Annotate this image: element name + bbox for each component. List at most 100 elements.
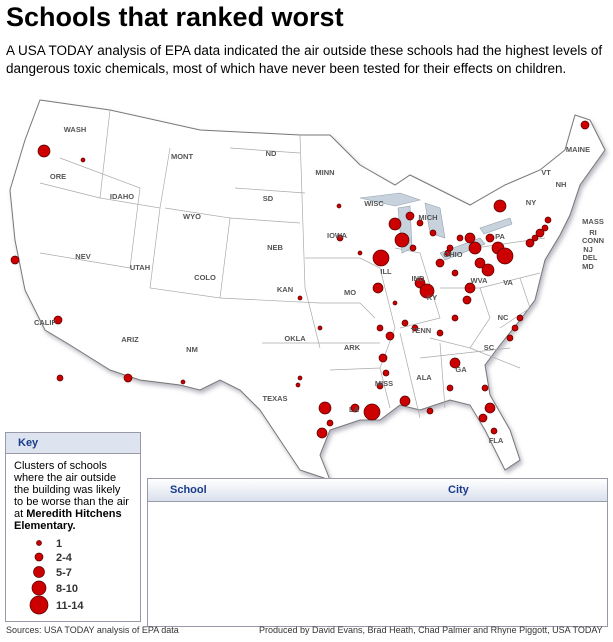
cluster-dot (485, 233, 495, 243)
cluster-dot (385, 331, 395, 341)
cluster-dot (511, 324, 519, 332)
state-label: RI (589, 228, 597, 237)
cluster-dot (336, 203, 342, 209)
column-header[interactable]: School (170, 484, 207, 496)
source: Sources: USA TODAY analysis of EPA data (6, 625, 179, 635)
cluster-dot (456, 234, 464, 242)
cluster-dot (444, 249, 452, 257)
cluster-dot (401, 319, 409, 327)
state-label: SD (263, 194, 274, 203)
key-description: Clusters of schools where the air outsid… (6, 454, 140, 538)
cluster-dot (297, 295, 303, 301)
cluster-dot (525, 238, 535, 248)
cluster-dot (464, 282, 476, 294)
cluster-dot (544, 216, 552, 224)
cluster-dot (535, 228, 545, 238)
cluster-dot (468, 241, 482, 255)
state-label: MONT (171, 152, 193, 161)
cluster-dot (318, 401, 332, 415)
cluster-dot (297, 375, 303, 381)
us-map: WASH ORE IDAHO MONT WYO NEV UTAH COLO CALIF ARIZ N… (9, 99, 606, 478)
state-label: MASS (582, 217, 604, 226)
state-label: TENN (411, 326, 431, 335)
cluster-dot (10, 255, 20, 265)
state-label: IDAHO (110, 192, 134, 201)
state-label: NJ (583, 245, 593, 254)
state-label: WVA (471, 276, 489, 285)
state-label: CONN (582, 236, 604, 245)
state-label: KY (427, 293, 437, 302)
state-label: MD (582, 262, 594, 271)
cluster-dot (496, 247, 514, 265)
cluster-dot (474, 257, 486, 269)
cluster-dot (451, 269, 459, 277)
cluster-dot (394, 232, 410, 248)
state-label: MAINE (566, 145, 590, 154)
state-label: ILL (380, 267, 392, 276)
state-label: CALIF (34, 318, 56, 327)
cluster-dot (378, 353, 388, 363)
credit: Produced by David Evans, Brad Heath, Cha… (259, 625, 603, 635)
cluster-dot (336, 234, 344, 242)
cluster-dot (481, 263, 495, 277)
table-header: School City (148, 479, 607, 502)
state-label: ARIZ (121, 335, 139, 344)
cluster-dot (580, 120, 590, 130)
title: Schools that ranked worst (6, 2, 344, 32)
state-label: ND (266, 149, 277, 158)
key: Key Clusters of schools where the air ou… (5, 432, 141, 622)
state-label: IOWA (327, 231, 348, 240)
state-label: SC (484, 343, 495, 352)
state-label: WYO (183, 212, 201, 221)
key-dot (31, 580, 47, 596)
state-label: PA (495, 232, 505, 241)
cluster-dot (372, 249, 390, 267)
cluster-dot (409, 244, 417, 252)
subtitle: A USA TODAY analysis of EPA data indicat… (6, 43, 603, 76)
cluster-dot (490, 427, 498, 435)
cluster-dot (426, 407, 434, 415)
cluster-dot (376, 382, 384, 390)
cluster-dot (382, 369, 390, 377)
cluster-dot (80, 157, 86, 163)
key-size-label: 8-10 (56, 583, 78, 595)
cluster-dot (388, 217, 402, 231)
cluster-dot (180, 379, 186, 385)
state-label: WISC (364, 199, 384, 208)
cluster-dot (516, 314, 524, 322)
cluster-dot (411, 324, 419, 332)
cluster-dot (506, 334, 514, 342)
key-dot (33, 566, 45, 578)
state-label: ORE (50, 172, 66, 181)
key-dot (29, 595, 49, 615)
cluster-dot (484, 402, 496, 414)
key-size-label: 2-4 (56, 552, 73, 564)
state-label: TEXAS (262, 394, 287, 403)
cluster-dot (435, 258, 445, 268)
cluster-dot (326, 419, 334, 427)
cluster-dot (446, 384, 454, 392)
cluster-dot (316, 427, 328, 439)
cluster-dot (399, 395, 411, 407)
state-label: VA (503, 278, 513, 287)
school-clusters (10, 120, 590, 439)
state-label: ARK (344, 343, 361, 352)
us-outline (9, 99, 606, 478)
cluster-dot (123, 373, 133, 383)
state-label: GA (455, 365, 467, 374)
cluster-dot (462, 295, 472, 305)
key-text: Clusters of schools where the air outsid… (14, 460, 129, 520)
state-label: UTAH (130, 263, 150, 272)
state-label: OKLA (284, 334, 306, 343)
column-header[interactable]: City (448, 484, 469, 496)
key-size-label: 5-7 (56, 567, 72, 579)
key-title: Key (6, 433, 140, 454)
cluster-dot (56, 374, 64, 382)
state-label: NEB (267, 243, 283, 252)
key-size-label: 11-14 (56, 600, 84, 612)
key-dot (34, 552, 44, 562)
state-label: WASH (64, 125, 87, 134)
cluster-dot (429, 229, 437, 237)
cluster-dot (541, 224, 549, 232)
